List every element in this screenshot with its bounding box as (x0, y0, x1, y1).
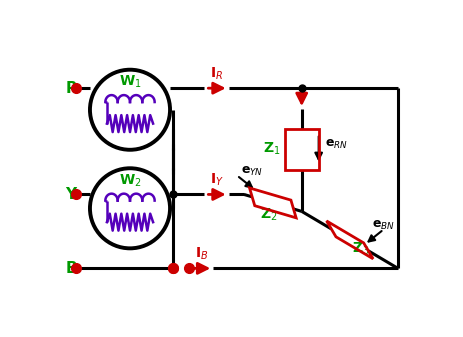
Bar (284, 129, 318, 170)
Text: Y: Y (65, 187, 76, 202)
Text: Z$_3$: Z$_3$ (351, 240, 369, 256)
Text: R: R (65, 81, 77, 96)
Text: e$_{RN}$: e$_{RN}$ (324, 138, 347, 151)
Text: I$_Y$: I$_Y$ (210, 172, 224, 188)
Text: I$_R$: I$_R$ (210, 65, 223, 82)
Text: W$_2$: W$_2$ (119, 173, 141, 189)
Text: I$_B$: I$_B$ (194, 246, 208, 262)
Text: B: B (65, 261, 77, 276)
Text: W$_1$: W$_1$ (119, 74, 141, 90)
Text: e$_{BN}$: e$_{BN}$ (371, 219, 394, 232)
Text: e$_{YN}$: e$_{YN}$ (240, 165, 262, 178)
Text: Z$_2$: Z$_2$ (260, 206, 277, 223)
Text: Z$_1$: Z$_1$ (263, 141, 280, 157)
